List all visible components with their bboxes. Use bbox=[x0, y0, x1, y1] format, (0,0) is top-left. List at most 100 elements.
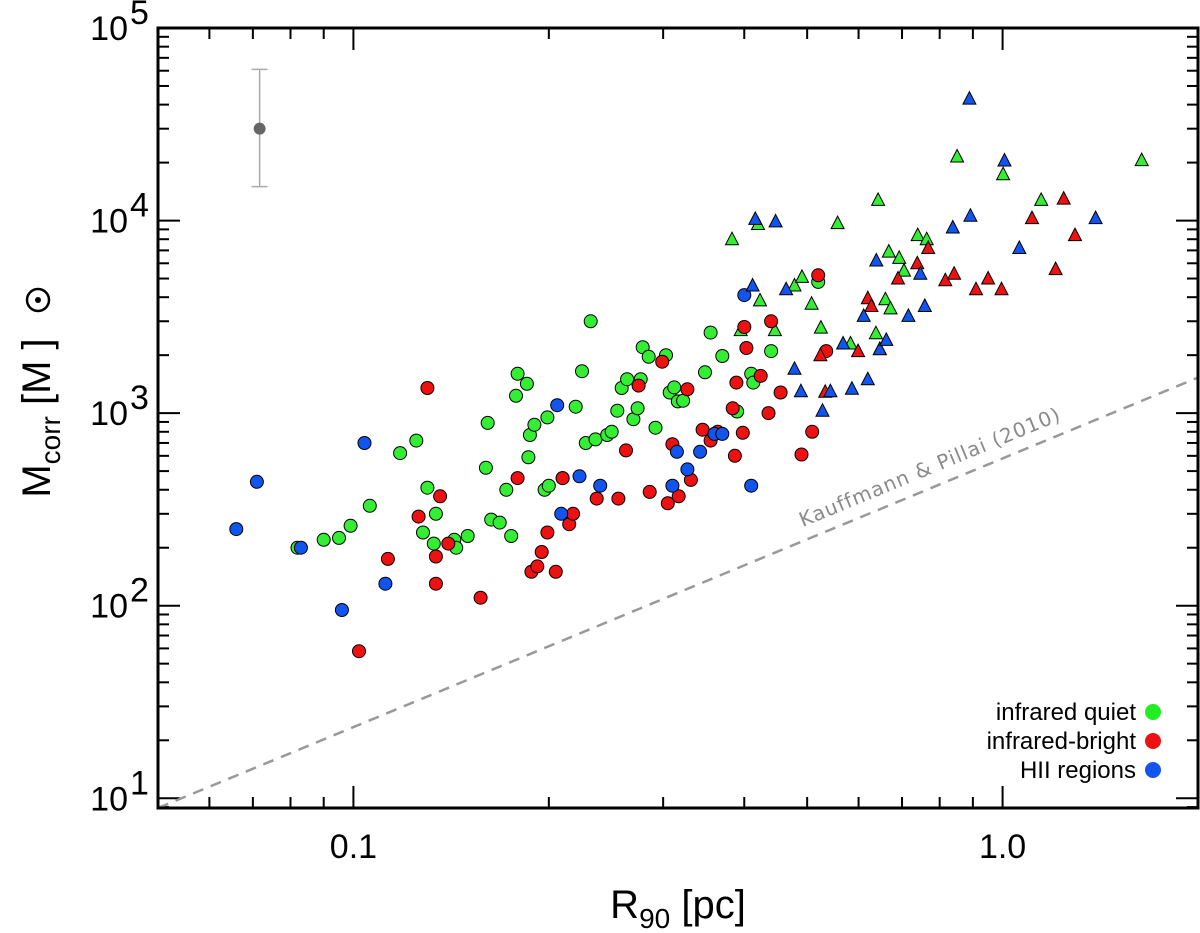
point-triangle bbox=[1024, 210, 1040, 225]
legend-label: HII regions bbox=[1020, 757, 1136, 784]
point-triangle bbox=[910, 227, 926, 242]
point-circle bbox=[519, 376, 534, 391]
point-circle bbox=[332, 530, 346, 545]
point-circle bbox=[604, 424, 619, 439]
point-circle bbox=[794, 447, 809, 462]
point-circle bbox=[642, 484, 657, 499]
sun-symbol bbox=[25, 287, 51, 313]
y-tick-exponent: 3 bbox=[130, 379, 149, 417]
legend-label: infrared-bright bbox=[987, 728, 1137, 755]
point-circle bbox=[420, 480, 435, 495]
axis-ticks bbox=[157, 27, 1199, 809]
point-circle bbox=[735, 425, 750, 440]
point-circle bbox=[693, 444, 708, 459]
point-triangle bbox=[835, 335, 851, 350]
point-circle bbox=[478, 460, 493, 475]
reference-line bbox=[158, 376, 1198, 808]
point-circle bbox=[715, 349, 730, 363]
point-circle bbox=[761, 406, 776, 421]
point-triangle bbox=[804, 295, 819, 310]
point-triangle bbox=[909, 255, 925, 270]
point-circle bbox=[630, 401, 645, 416]
point-triangle bbox=[813, 347, 828, 362]
point-circle bbox=[811, 268, 826, 283]
point-triangle bbox=[1088, 210, 1103, 225]
point-triangle bbox=[912, 265, 928, 280]
point-circle bbox=[566, 506, 581, 521]
y-tick-exponent: 4 bbox=[130, 187, 149, 225]
point-circle bbox=[667, 380, 682, 395]
point-triangle bbox=[767, 322, 783, 337]
sun-symbol-dot bbox=[35, 297, 41, 303]
y-tick-label: 10 bbox=[90, 395, 128, 433]
point-circle bbox=[316, 532, 331, 547]
point-circle bbox=[428, 506, 443, 521]
point-triangle bbox=[724, 231, 740, 246]
point-triangle bbox=[980, 270, 996, 285]
point-triangle bbox=[963, 207, 978, 222]
point-circle bbox=[334, 603, 349, 617]
point-circle bbox=[671, 489, 686, 504]
point-circle bbox=[619, 443, 633, 458]
point-circle bbox=[737, 320, 752, 334]
point-circle bbox=[473, 590, 488, 605]
point-circle bbox=[548, 564, 563, 579]
error-bar-point bbox=[253, 122, 266, 135]
legend-marker bbox=[1145, 704, 1161, 720]
point-circle bbox=[534, 545, 549, 559]
x-tick-label: 0.1 bbox=[330, 828, 377, 866]
point-circle bbox=[572, 469, 587, 484]
point-circle bbox=[540, 525, 555, 540]
point-circle bbox=[343, 518, 358, 533]
point-triangle bbox=[815, 402, 830, 417]
svg-text:Mcorr [M ]: Mcorr [M ] bbox=[15, 338, 66, 497]
point-triangle bbox=[830, 215, 845, 230]
point-triangle bbox=[891, 249, 907, 264]
point-circle bbox=[428, 576, 443, 591]
y-tick-exponent: 1 bbox=[130, 764, 149, 802]
point-circle bbox=[229, 522, 244, 537]
y-tick-label: 10 bbox=[90, 588, 128, 626]
point-triangle bbox=[878, 291, 893, 306]
point-triangle bbox=[813, 319, 829, 334]
point-triangle bbox=[881, 243, 897, 258]
x-axis-title: R90 [pc] bbox=[610, 883, 746, 933]
point-circle bbox=[499, 482, 514, 497]
point-triangle bbox=[945, 219, 961, 234]
point-triangle bbox=[794, 268, 810, 283]
point-circle bbox=[703, 325, 718, 340]
point-circle bbox=[588, 432, 603, 447]
y-tick-exponent: 5 bbox=[130, 0, 149, 32]
point-triangle bbox=[872, 341, 888, 356]
point-circle bbox=[680, 462, 695, 477]
point-triangle bbox=[844, 380, 860, 395]
point-triangle bbox=[1056, 190, 1072, 205]
point-circle bbox=[420, 381, 435, 395]
point-triangle bbox=[860, 371, 876, 386]
point-triangle bbox=[752, 292, 768, 307]
point-circle bbox=[589, 491, 604, 506]
point-circle bbox=[669, 444, 684, 459]
point-triangle bbox=[962, 90, 977, 105]
point-triangle bbox=[778, 281, 794, 296]
point-circle bbox=[540, 410, 555, 425]
point-circle bbox=[480, 415, 495, 430]
point-circle bbox=[641, 349, 656, 364]
point-circle bbox=[695, 422, 710, 437]
point-triangle bbox=[745, 277, 760, 292]
point-triangle bbox=[1134, 152, 1150, 167]
point-circle bbox=[541, 478, 556, 493]
data-points bbox=[229, 90, 1150, 659]
point-triangle bbox=[901, 307, 916, 322]
point-circle bbox=[698, 365, 712, 380]
y-axis-title: Mcorr [M ] bbox=[15, 287, 66, 498]
point-circle bbox=[393, 446, 408, 461]
point-circle bbox=[715, 426, 730, 441]
reference-line-label: Kauffmann & Pillai (2010) bbox=[795, 402, 1064, 532]
point-circle bbox=[727, 448, 742, 463]
point-circle bbox=[555, 471, 570, 486]
point-triangle bbox=[868, 325, 884, 340]
point-circle bbox=[729, 375, 744, 390]
reference-line-group bbox=[158, 376, 1198, 808]
